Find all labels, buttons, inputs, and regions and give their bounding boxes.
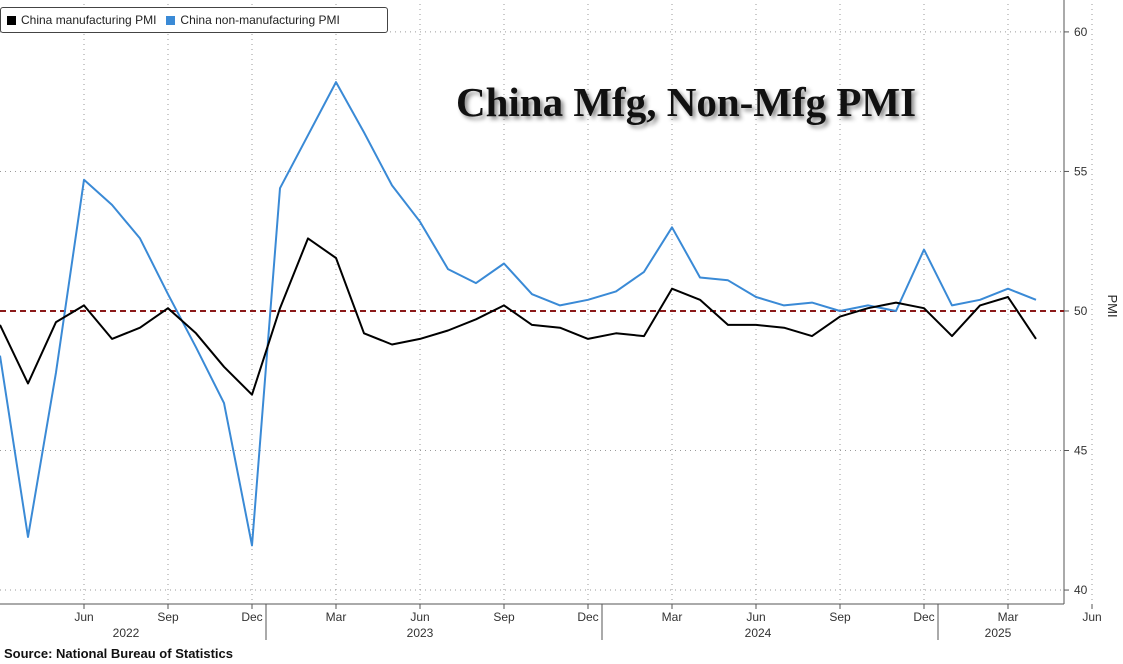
gridlines [0, 4, 1093, 604]
x-tick-labels: JunSepDecMarJunSepDecMarJunSepDecMarJunS… [74, 610, 1101, 640]
y-tick-label: 60 [1074, 25, 1088, 39]
x-tick-label: Jun [1082, 610, 1101, 624]
x-tick-label: Mar [998, 610, 1019, 624]
y-tick-labels: 40 45 50 55 60 [1074, 25, 1088, 597]
x-tick-label: Mar [326, 610, 347, 624]
legend-item-manufacturing: China manufacturing PMI [7, 13, 156, 27]
x-tick-label: Mar [662, 610, 683, 624]
legend: China manufacturing PMI China non-manufa… [0, 7, 388, 33]
year-label: 2024 [745, 626, 772, 640]
axes [0, 0, 1093, 640]
y-axis-label: PMI [1105, 294, 1120, 317]
y-tick-label: 40 [1074, 583, 1088, 597]
x-tick-label: Sep [829, 610, 851, 624]
x-tick-label: Sep [493, 610, 515, 624]
x-tick-label: Jun [410, 610, 429, 624]
legend-label-manufacturing: China manufacturing PMI [21, 13, 157, 27]
year-label: 2025 [985, 626, 1012, 640]
series-line-manufacturing [0, 237, 1037, 396]
y-tick-label: 55 [1074, 164, 1088, 178]
y-tick-label: 50 [1074, 304, 1088, 318]
x-tick-label: Jun [746, 610, 765, 624]
legend-swatch-manufacturing [7, 15, 16, 25]
x-tick-label: Sep [157, 610, 179, 624]
year-label: 2022 [113, 626, 140, 640]
source-note: Source: National Bureau of Statistics [4, 646, 233, 661]
series-lines [0, 81, 1037, 547]
y-tick-label: 45 [1074, 444, 1088, 458]
x-tick-label: Dec [241, 610, 262, 624]
x-tick-label: Dec [577, 610, 598, 624]
x-tick-label: Jun [74, 610, 93, 624]
legend-swatch-non-manufacturing [166, 15, 176, 25]
series-line-non-manufacturing [0, 81, 1037, 547]
x-tick-label: Dec [913, 610, 934, 624]
year-label: 2023 [407, 626, 434, 640]
legend-label-non-manufacturing: China non-manufacturing PMI [180, 13, 340, 27]
chart-title: China Mfg, Non-Mfg PMI [456, 79, 917, 125]
legend-item-non-manufacturing: China non-manufacturing PMI [166, 13, 340, 27]
